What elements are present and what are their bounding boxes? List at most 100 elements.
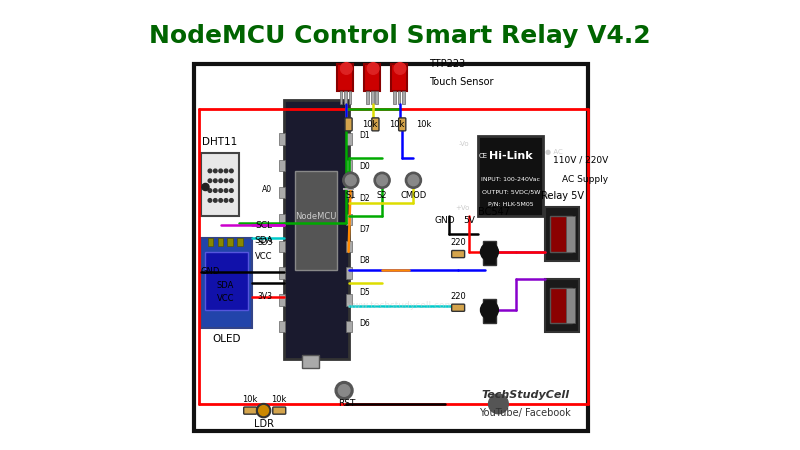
FancyBboxPatch shape bbox=[366, 91, 369, 104]
Circle shape bbox=[394, 63, 406, 74]
Text: 3V3: 3V3 bbox=[258, 292, 273, 301]
FancyBboxPatch shape bbox=[391, 64, 406, 91]
Text: www.techstudycell.com: www.techstudycell.com bbox=[346, 301, 454, 310]
Text: D7: D7 bbox=[360, 225, 370, 234]
Circle shape bbox=[338, 385, 350, 396]
FancyBboxPatch shape bbox=[227, 238, 233, 247]
FancyBboxPatch shape bbox=[238, 238, 242, 247]
FancyBboxPatch shape bbox=[478, 135, 543, 216]
FancyBboxPatch shape bbox=[338, 64, 353, 91]
FancyBboxPatch shape bbox=[279, 160, 285, 171]
Text: VCC: VCC bbox=[255, 252, 272, 261]
Circle shape bbox=[219, 189, 222, 192]
Text: CMOD: CMOD bbox=[400, 191, 426, 200]
Text: NodeMCU: NodeMCU bbox=[295, 212, 337, 220]
Text: OLED: OLED bbox=[213, 334, 241, 344]
Circle shape bbox=[374, 172, 390, 189]
FancyBboxPatch shape bbox=[295, 171, 338, 270]
Circle shape bbox=[214, 198, 217, 202]
FancyBboxPatch shape bbox=[546, 279, 579, 333]
Circle shape bbox=[224, 189, 228, 192]
FancyBboxPatch shape bbox=[279, 241, 285, 252]
Text: SDA: SDA bbox=[254, 236, 273, 245]
Circle shape bbox=[341, 63, 352, 74]
FancyBboxPatch shape bbox=[482, 241, 496, 265]
Circle shape bbox=[406, 172, 422, 189]
Circle shape bbox=[230, 198, 233, 202]
FancyBboxPatch shape bbox=[346, 214, 352, 225]
FancyBboxPatch shape bbox=[402, 91, 405, 104]
Circle shape bbox=[208, 189, 212, 192]
Text: OUTPUT: 5VDC/5W: OUTPUT: 5VDC/5W bbox=[482, 189, 540, 194]
FancyBboxPatch shape bbox=[208, 238, 213, 247]
FancyBboxPatch shape bbox=[566, 288, 575, 324]
Text: VCC: VCC bbox=[217, 294, 234, 303]
Circle shape bbox=[224, 179, 228, 183]
FancyBboxPatch shape bbox=[302, 355, 319, 368]
Circle shape bbox=[335, 382, 353, 400]
Circle shape bbox=[230, 189, 233, 192]
FancyBboxPatch shape bbox=[371, 91, 374, 104]
FancyBboxPatch shape bbox=[273, 407, 286, 414]
Circle shape bbox=[224, 169, 228, 173]
FancyBboxPatch shape bbox=[346, 187, 352, 198]
FancyBboxPatch shape bbox=[349, 91, 351, 104]
Circle shape bbox=[257, 404, 270, 417]
FancyBboxPatch shape bbox=[372, 118, 379, 131]
FancyBboxPatch shape bbox=[279, 187, 285, 198]
FancyBboxPatch shape bbox=[550, 288, 572, 324]
Text: D6: D6 bbox=[360, 319, 370, 328]
Text: AC Supply: AC Supply bbox=[562, 176, 608, 184]
Text: ● AC: ● AC bbox=[546, 193, 563, 199]
Text: LDR: LDR bbox=[254, 419, 274, 429]
Circle shape bbox=[230, 179, 233, 183]
FancyBboxPatch shape bbox=[218, 238, 223, 247]
Text: D8: D8 bbox=[360, 256, 370, 266]
Text: Relay 5V: Relay 5V bbox=[541, 191, 584, 201]
FancyBboxPatch shape bbox=[550, 216, 572, 252]
Circle shape bbox=[408, 175, 418, 186]
Text: 5V: 5V bbox=[463, 216, 475, 225]
Text: CE: CE bbox=[479, 153, 488, 159]
FancyBboxPatch shape bbox=[279, 321, 285, 333]
Text: DHT11: DHT11 bbox=[202, 137, 238, 147]
Text: 10k: 10k bbox=[389, 120, 404, 129]
Circle shape bbox=[367, 63, 379, 74]
FancyBboxPatch shape bbox=[346, 241, 352, 252]
Circle shape bbox=[214, 179, 217, 183]
FancyBboxPatch shape bbox=[452, 304, 465, 311]
Text: 10k: 10k bbox=[271, 395, 287, 404]
FancyBboxPatch shape bbox=[346, 160, 352, 171]
FancyBboxPatch shape bbox=[375, 91, 378, 104]
Text: BC547: BC547 bbox=[478, 207, 510, 216]
Text: -Vo: -Vo bbox=[458, 140, 470, 147]
Text: INPUT: 100-240Vac: INPUT: 100-240Vac bbox=[481, 177, 540, 182]
Circle shape bbox=[342, 172, 359, 189]
Circle shape bbox=[481, 301, 498, 319]
Text: +Vo: +Vo bbox=[455, 205, 470, 211]
Text: P/N: HLK-5M05: P/N: HLK-5M05 bbox=[488, 202, 534, 207]
Text: D0: D0 bbox=[360, 162, 370, 171]
Text: Hi-Link: Hi-Link bbox=[489, 151, 533, 161]
FancyBboxPatch shape bbox=[364, 64, 380, 91]
Text: GND: GND bbox=[434, 216, 455, 225]
Circle shape bbox=[208, 169, 212, 173]
Text: TechStudyCell: TechStudyCell bbox=[481, 390, 570, 400]
FancyBboxPatch shape bbox=[482, 299, 496, 324]
Text: A0: A0 bbox=[262, 184, 273, 194]
FancyBboxPatch shape bbox=[346, 133, 352, 144]
Text: 220: 220 bbox=[450, 292, 466, 301]
FancyBboxPatch shape bbox=[201, 153, 239, 216]
FancyBboxPatch shape bbox=[346, 321, 352, 333]
Circle shape bbox=[481, 243, 498, 261]
Text: 220: 220 bbox=[450, 238, 466, 248]
Text: SD3: SD3 bbox=[257, 238, 273, 248]
Circle shape bbox=[377, 175, 387, 186]
Circle shape bbox=[489, 394, 508, 414]
Text: ● AC: ● AC bbox=[546, 148, 563, 155]
Text: D2: D2 bbox=[360, 194, 370, 202]
Text: S1: S1 bbox=[346, 191, 356, 200]
FancyBboxPatch shape bbox=[201, 238, 253, 328]
FancyBboxPatch shape bbox=[344, 91, 346, 104]
FancyBboxPatch shape bbox=[346, 294, 352, 306]
